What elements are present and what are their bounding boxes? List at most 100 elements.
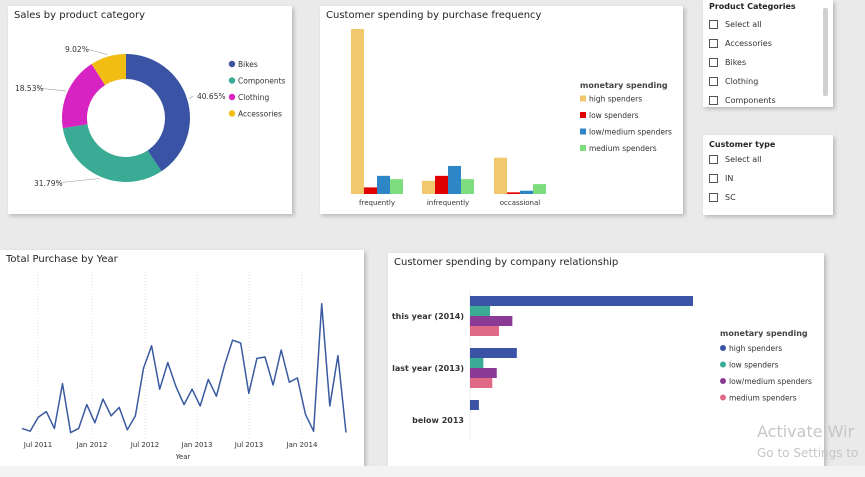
slice-value-label: 31.79% xyxy=(34,179,63,188)
donut-slice-components[interactable] xyxy=(62,124,162,183)
slice-leader-line[interactable] xyxy=(36,87,66,92)
slicer-item-label: SC xyxy=(725,192,736,202)
x-axis-title: Year xyxy=(175,453,191,461)
legend-label: high spenders xyxy=(589,95,642,104)
bar-low-spenders-infrequently[interactable] xyxy=(435,175,448,194)
legend-label: Clothing xyxy=(238,93,269,102)
bar-low-medium-spenders-1[interactable] xyxy=(470,368,497,378)
checkbox[interactable] xyxy=(709,19,718,29)
slicer-item-label: Bikes xyxy=(725,57,747,67)
legend-marker[interactable] xyxy=(580,112,586,118)
product-categories-slicer[interactable]: Product Categories Select all Accessories… xyxy=(703,0,833,107)
x-tick-label: Jul 2012 xyxy=(130,441,160,449)
donut-slice-accessories[interactable] xyxy=(91,54,126,86)
purchase-line-series[interactable] xyxy=(21,303,347,434)
bar-low-spenders-1[interactable] xyxy=(470,358,484,368)
slicer-title: Customer type xyxy=(709,140,776,149)
slice-leader-line[interactable] xyxy=(86,48,108,55)
bar-low-spenders-0[interactable] xyxy=(470,306,491,316)
legend-label: Accessories xyxy=(238,110,282,119)
bar-low-medium-spenders-occassional[interactable] xyxy=(520,190,533,194)
bar-medium-spenders-0[interactable] xyxy=(470,326,499,336)
checkbox[interactable] xyxy=(709,173,718,183)
relationship-bar-chart[interactable]: this year (2014) last year (2013) below 20… xyxy=(388,253,824,466)
slice-leader-line[interactable] xyxy=(188,95,194,100)
slicer-item-select-all[interactable]: Select all xyxy=(709,17,762,31)
slicer-item-select-all[interactable]: Select all xyxy=(709,152,762,166)
x-tick-label: Jul 2013 xyxy=(234,441,264,449)
legend-marker[interactable] xyxy=(720,361,726,368)
slicer-item-clothing[interactable]: Clothing xyxy=(709,74,758,88)
legend-marker[interactable] xyxy=(228,60,236,68)
checkbox[interactable] xyxy=(709,38,718,48)
customer-type-slicer[interactable]: Customer type Select all IN SC xyxy=(703,135,833,215)
donut-slice-bikes[interactable] xyxy=(126,54,191,172)
slicer-scrollbar[interactable] xyxy=(823,8,828,96)
bar-medium-spenders-occassional[interactable] xyxy=(533,184,546,194)
total-purchase-card[interactable]: Total Purchase by Year Jul 2011 Jan 2012 J… xyxy=(0,250,364,466)
bar-medium-spenders-frequently[interactable] xyxy=(390,179,403,194)
bar-medium-spenders-infrequently[interactable] xyxy=(461,179,474,194)
bar-high-spenders-frequently[interactable] xyxy=(351,29,364,194)
donut-chart[interactable]: 40.65% 31.79% 18.53% 9.02% Bikes Components Cl… xyxy=(8,6,292,214)
bar-low-medium-spenders-0[interactable] xyxy=(470,316,513,326)
x-tick-label: Jan 2012 xyxy=(76,441,108,449)
legend-label: medium spenders xyxy=(589,144,657,153)
checkbox[interactable] xyxy=(709,76,718,86)
legend-marker[interactable] xyxy=(720,345,726,351)
y-category-label: this year (2014) xyxy=(392,312,464,321)
total-purchase-line-chart[interactable]: Jul 2011 Jan 2012 Jul 2012 Jan 2013 Jul 2013… xyxy=(0,250,364,466)
sales-by-category-card[interactable]: Sales by product category 40.65% 31.79% 18… xyxy=(8,6,292,214)
legend-marker[interactable] xyxy=(580,95,586,102)
x-tick-label: frequently xyxy=(359,199,395,207)
slicer-item-bikes[interactable]: Bikes xyxy=(709,55,746,69)
bar-high-spenders-1[interactable] xyxy=(470,348,517,358)
legend-marker[interactable] xyxy=(580,145,586,151)
legend-marker[interactable] xyxy=(228,93,236,101)
frequency-bar-chart[interactable]: frequently infrequently occassional monetar… xyxy=(320,6,683,214)
bar-high-spenders-0[interactable] xyxy=(470,296,693,306)
bar-high-spenders-occassional[interactable] xyxy=(494,157,507,194)
legend-label: Components xyxy=(238,77,286,86)
legend-label: low/medium spenders xyxy=(589,128,672,137)
card-title: Customer spending by company relationshi… xyxy=(394,257,619,268)
bar-low-spenders-occassional[interactable] xyxy=(507,192,520,194)
slicer-title: Product Categories xyxy=(709,2,796,11)
slicer-item-label: Clothing xyxy=(725,76,759,86)
donut-slice-clothing[interactable] xyxy=(62,64,106,129)
legend-marker[interactable] xyxy=(720,378,726,384)
taskbar xyxy=(0,466,865,477)
slicer-item-label: Accessories xyxy=(725,38,772,48)
bar-high-spenders-infrequently[interactable] xyxy=(422,180,435,194)
checkbox[interactable] xyxy=(709,192,718,202)
bar-low-medium-spenders-frequently[interactable] xyxy=(377,175,390,194)
spending-by-frequency-card[interactable]: Customer spending by purchase frequency … xyxy=(320,6,683,214)
card-title: Sales by product category xyxy=(14,10,146,21)
slicer-item-sc[interactable]: SC xyxy=(709,190,736,204)
legend-marker[interactable] xyxy=(720,394,726,401)
slice-value-label: 40.65% xyxy=(197,92,226,101)
spending-by-relationship-card[interactable]: Customer spending by company relationshi… xyxy=(388,253,824,466)
bar-high-spenders-2[interactable] xyxy=(470,400,479,410)
y-category-label: below 2013 xyxy=(412,416,464,425)
legend-title: monetary spending xyxy=(720,329,808,338)
legend-label: low spenders xyxy=(589,111,639,120)
slicer-item-label: IN xyxy=(725,173,734,183)
card-title: Customer spending by purchase frequency xyxy=(326,10,542,21)
legend-marker[interactable] xyxy=(228,77,236,84)
legend-marker[interactable] xyxy=(228,110,236,117)
bar-low-spenders-frequently[interactable] xyxy=(364,187,377,194)
legend-label: low spenders xyxy=(729,361,779,370)
checkbox[interactable] xyxy=(709,95,718,105)
slicer-item-in[interactable]: IN xyxy=(709,171,733,185)
slicer-item-components[interactable]: Components xyxy=(709,93,776,107)
bar-medium-spenders-1[interactable] xyxy=(470,378,493,388)
bar-low-medium-spenders-infrequently[interactable] xyxy=(448,165,461,194)
legend-marker[interactable] xyxy=(580,128,586,135)
slicer-item-label: Components xyxy=(725,95,776,105)
slice-leader-line[interactable] xyxy=(55,178,100,184)
activate-windows-subtext: Go to Settings to xyxy=(757,446,859,460)
checkbox[interactable] xyxy=(709,57,718,67)
slicer-item-accessories[interactable]: Accessories xyxy=(709,36,772,50)
checkbox[interactable] xyxy=(709,154,718,164)
